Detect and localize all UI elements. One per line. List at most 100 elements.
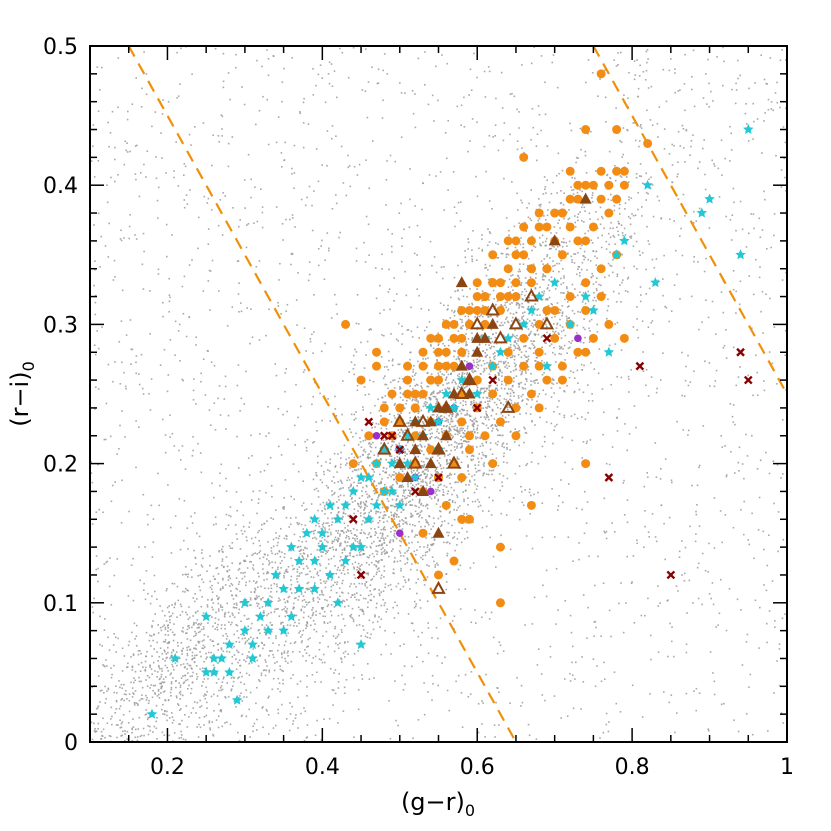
field-star-dot <box>415 605 417 607</box>
field-star-dot <box>193 635 195 638</box>
field-star-dot <box>199 668 201 670</box>
field-star-dot <box>705 299 707 301</box>
field-star-dot <box>349 428 351 430</box>
field-star-dot <box>290 253 293 255</box>
field-star-dot <box>766 83 768 85</box>
field-star-dot <box>649 119 652 121</box>
field-star-dot <box>205 694 207 696</box>
field-star-dot <box>255 595 258 597</box>
field-star-dot <box>366 116 369 119</box>
field-star-dot <box>219 484 221 487</box>
field-star-dot <box>227 165 230 168</box>
field-star-dot <box>407 549 409 551</box>
field-star-dot <box>322 635 324 637</box>
field-star-dot <box>674 91 676 94</box>
field-star-dot <box>545 192 547 194</box>
field-star-dot <box>248 708 250 711</box>
field-star-dot <box>435 468 438 470</box>
field-star-dot <box>255 123 257 126</box>
field-star-dot <box>513 95 516 98</box>
field-star-dot <box>451 425 453 428</box>
field-star-dot <box>504 366 506 368</box>
field-star-dot <box>507 414 510 416</box>
field-star-dot <box>546 326 548 328</box>
field-star-dot <box>381 559 383 561</box>
field-star-dot <box>641 716 644 718</box>
field-star-dot <box>544 699 546 702</box>
field-star-dot <box>366 636 369 639</box>
field-star-dot <box>229 506 232 508</box>
field-star-dot <box>473 370 476 372</box>
field-star-dot <box>667 599 669 601</box>
field-star-dot <box>629 223 632 226</box>
field-star-dot <box>738 470 740 472</box>
field-star-dot <box>612 227 614 230</box>
field-star-dot <box>157 632 160 634</box>
field-star-dot <box>655 476 658 478</box>
field-star-dot <box>489 442 492 444</box>
field-star-dot <box>221 128 223 130</box>
field-star-dot <box>352 618 355 621</box>
field-star-dot <box>557 332 560 334</box>
field-star-dot <box>523 426 525 429</box>
field-star-dot <box>247 223 250 225</box>
field-star-dot <box>226 602 228 605</box>
field-star-dot <box>483 387 486 390</box>
field-star-dot <box>693 105 696 108</box>
field-star-dot <box>516 108 518 111</box>
field-star-dot <box>364 503 367 506</box>
field-star-dot <box>390 653 392 655</box>
field-star-dot <box>712 100 714 102</box>
field-star-dot <box>528 734 531 737</box>
field-star-dot <box>585 81 587 84</box>
field-star-dot <box>284 640 287 643</box>
field-star-dot <box>540 129 542 132</box>
field-star-dot <box>496 398 499 400</box>
field-star-dot <box>343 532 345 534</box>
field-star-dot <box>340 451 342 454</box>
field-star-dot <box>276 590 278 593</box>
field-star-dot <box>203 195 206 198</box>
field-star-dot <box>698 525 701 527</box>
field-star-dot <box>286 652 289 654</box>
field-star-dot <box>471 255 473 258</box>
field-star-dot <box>201 640 204 642</box>
field-star-dot <box>632 326 635 328</box>
field-star-dot <box>99 266 101 268</box>
field-star-dot <box>332 635 335 637</box>
field-star-dot <box>489 360 492 362</box>
field-star-dot <box>486 388 488 390</box>
field-star-dot <box>224 375 227 378</box>
field-star-dot <box>280 623 282 625</box>
field-star-dot <box>161 157 163 159</box>
field-star-dot <box>503 362 506 364</box>
field-star-dot <box>433 560 435 563</box>
field-star-dot <box>246 555 248 557</box>
field-star-dot <box>203 628 205 630</box>
field-star-dot <box>277 677 280 680</box>
field-star-dot <box>198 640 201 643</box>
field-star-dot <box>481 334 483 336</box>
field-star-dot <box>485 424 488 427</box>
field-star-dot <box>146 513 149 516</box>
field-star-dot <box>302 616 305 619</box>
field-star-dot <box>282 507 284 509</box>
field-star-dot <box>620 349 623 351</box>
field-star-dot <box>307 587 309 590</box>
field-star-dot <box>402 393 404 395</box>
field-star-dot <box>360 501 362 503</box>
field-star-dot <box>361 674 363 676</box>
field-star-dot <box>374 446 377 449</box>
field-star-dot <box>187 672 189 674</box>
field-star-dot <box>591 200 594 203</box>
field-star-dot <box>219 604 222 606</box>
field-star-dot <box>412 440 415 443</box>
field-star-dot <box>285 610 288 612</box>
field-star-dot <box>214 429 217 431</box>
field-star-dot <box>300 609 303 612</box>
field-star-dot <box>404 521 406 524</box>
field-star-dot <box>364 506 366 509</box>
field-star-dot <box>116 453 118 455</box>
field-star-dot <box>194 654 196 657</box>
field-star-dot <box>165 172 167 174</box>
